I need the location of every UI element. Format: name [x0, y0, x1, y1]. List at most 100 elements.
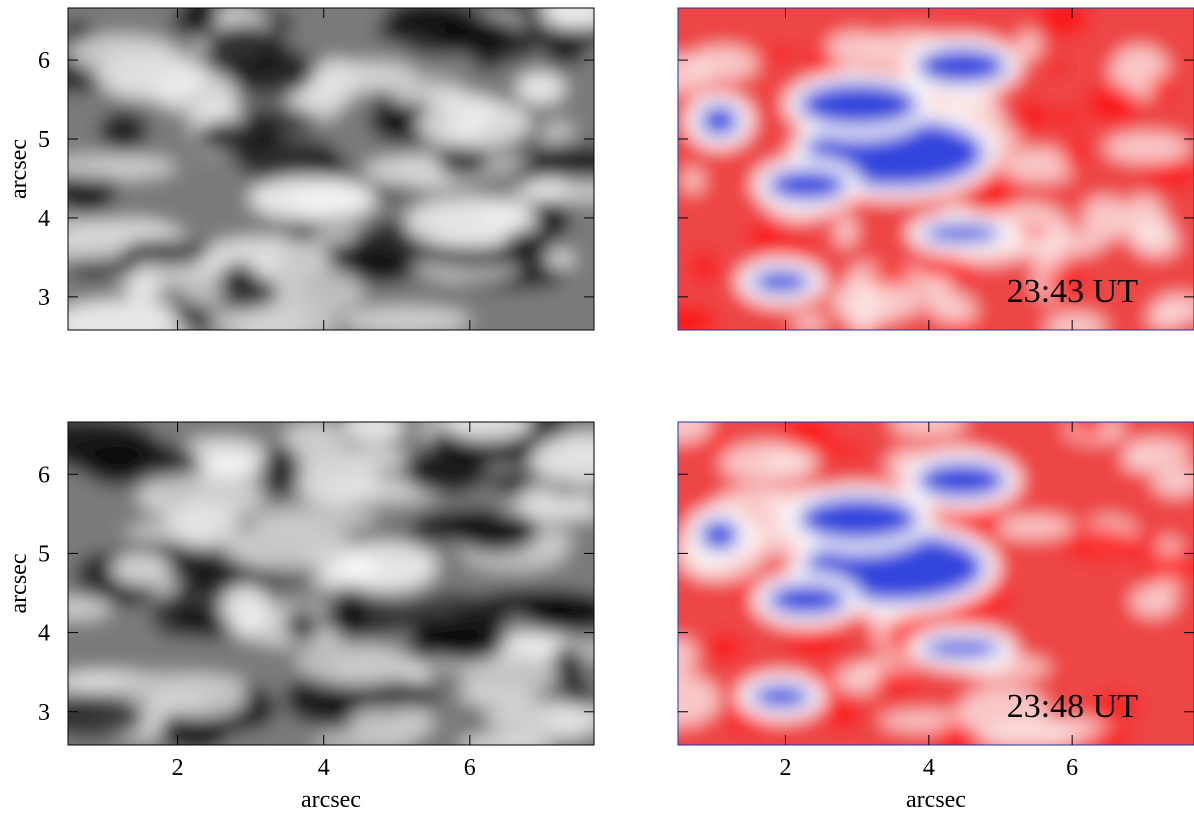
image-blob [834, 213, 857, 249]
image-texture [68, 8, 594, 330]
image-blob [812, 443, 867, 457]
image-blob [864, 270, 915, 286]
image-blob [937, 721, 974, 745]
panel-frame [67, 421, 595, 746]
image-blob [808, 48, 834, 78]
image-blob [167, 501, 239, 546]
image-blob [921, 638, 1002, 659]
image-blob [939, 321, 986, 330]
image-blob [295, 642, 410, 687]
image-blob [528, 143, 594, 170]
y-tick-label: 3 [38, 285, 50, 311]
image-blob [873, 668, 920, 695]
image-blob [68, 154, 177, 180]
image-blob [68, 21, 92, 42]
x-tick-label: 4 [318, 755, 330, 781]
image-blob [749, 222, 784, 254]
image-blob [110, 552, 171, 586]
image-panel [68, 8, 594, 330]
image-blob [348, 704, 435, 741]
image-blob [1023, 226, 1046, 240]
image-blob [702, 434, 729, 453]
image-blob [112, 672, 248, 696]
image-texture [678, 8, 1194, 330]
image-blob [1091, 695, 1140, 719]
image-blob [82, 444, 154, 486]
y-axis-label: arcsec [6, 139, 32, 199]
y-tick-label: 6 [38, 462, 50, 488]
image-blob [690, 252, 717, 283]
time-annotation: 23:48 UT [1007, 688, 1139, 725]
image-blob [1103, 132, 1191, 163]
image-blob [1062, 135, 1085, 174]
image-blob [1143, 162, 1194, 188]
image-blob [341, 447, 407, 470]
image-blob [199, 454, 257, 474]
image-blob [678, 306, 718, 330]
image-blob [1130, 585, 1177, 617]
x-axis-label: arcsec [301, 787, 361, 813]
panel-frame [67, 7, 595, 331]
image-blob [404, 447, 489, 495]
image-blob [1018, 99, 1045, 133]
panel-frame [677, 421, 1194, 746]
image-blob [438, 139, 489, 179]
image-blob [1152, 294, 1194, 324]
image-blob [1088, 729, 1132, 745]
image-blob [1123, 437, 1191, 466]
image-blob [285, 608, 320, 642]
image-blob [1045, 266, 1084, 296]
image-blob [798, 496, 919, 541]
image-blob [751, 269, 812, 294]
image-blob [699, 519, 740, 552]
image-panel [678, 8, 1194, 330]
image-blob [1045, 312, 1107, 330]
image-blob [68, 299, 190, 330]
image-blob [503, 228, 549, 270]
time-annotation: 23:43 UT [1007, 273, 1139, 310]
image-blob [1000, 148, 1081, 183]
image-blob [537, 119, 576, 150]
image-blob [1141, 552, 1194, 581]
y-tick-label: 3 [38, 700, 50, 726]
image-blob [221, 263, 258, 288]
image-blob [249, 175, 374, 221]
image-blob [1064, 525, 1135, 560]
image-blob [924, 267, 952, 318]
image-blob [343, 422, 404, 444]
image-blob [549, 645, 584, 690]
image-blob [767, 169, 847, 202]
image-blob [204, 23, 287, 76]
image-blob [1037, 8, 1090, 37]
image-panel [68, 422, 594, 745]
image-blob [409, 617, 494, 658]
x-tick-label: 2 [172, 755, 184, 781]
image-blob [798, 82, 919, 127]
image-blob [808, 422, 829, 451]
image-blob [247, 264, 365, 318]
y-tick-label: 4 [38, 206, 50, 232]
image-blob [971, 173, 1016, 213]
image-blob [220, 583, 270, 633]
x-tick-label: 2 [780, 755, 792, 781]
image-blob [826, 31, 886, 66]
image-blob [1042, 109, 1085, 124]
y-axis-label: arcsec [6, 554, 32, 614]
image-blob [181, 8, 219, 41]
image-blob [194, 120, 284, 154]
image-blob [312, 731, 417, 745]
image-blob [916, 259, 981, 280]
image-blob [68, 696, 146, 738]
image-texture [68, 422, 594, 745]
image-blob [921, 223, 1002, 244]
x-axis-label: arcsec [906, 787, 966, 813]
image-blob [544, 250, 576, 268]
image-blob [916, 47, 1007, 84]
image-blob [538, 8, 594, 29]
panel-frame [677, 7, 1194, 331]
image-blob [416, 101, 534, 148]
image-blob [699, 104, 740, 137]
image-blob [990, 515, 1075, 539]
image-blob [682, 167, 704, 194]
